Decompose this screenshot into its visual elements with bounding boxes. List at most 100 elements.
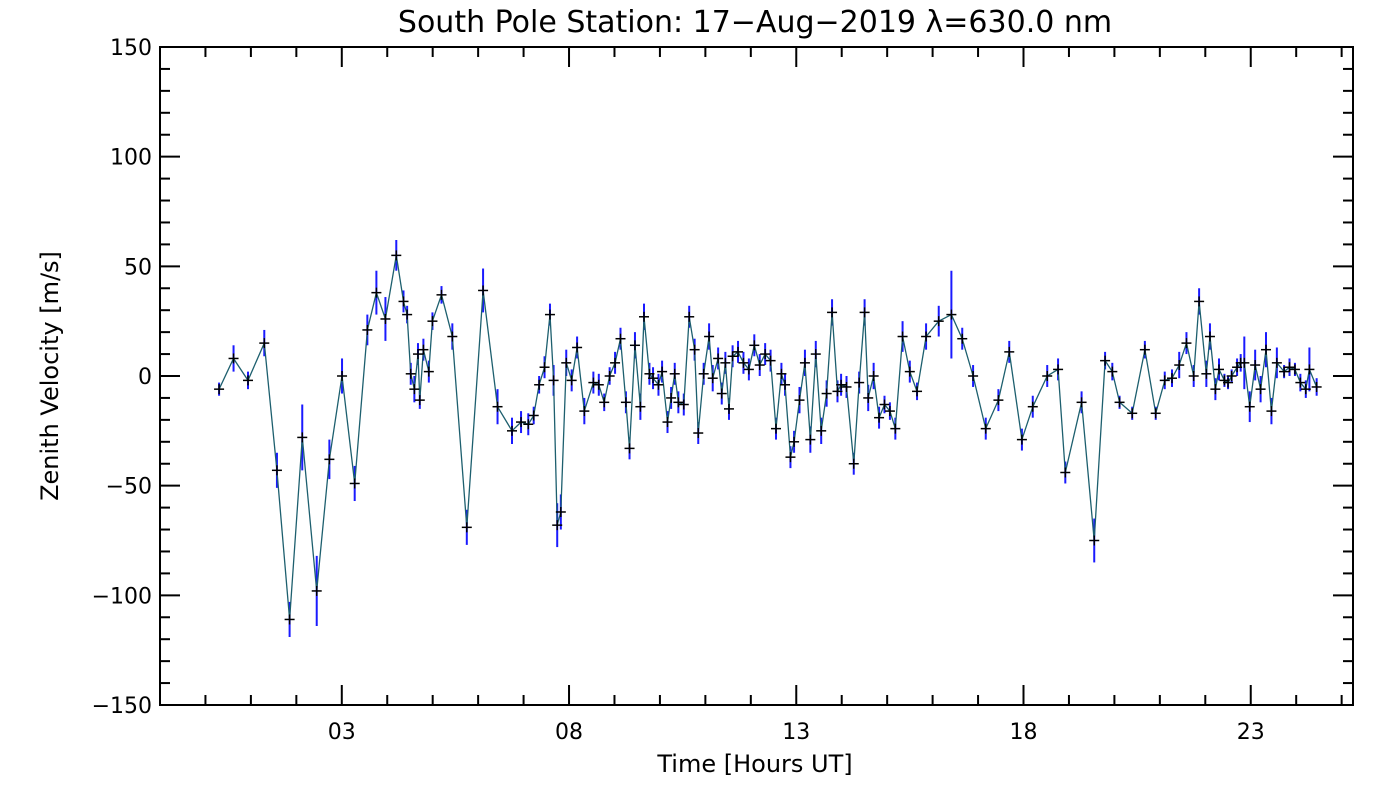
data-point [868, 371, 879, 381]
data-point [1114, 397, 1125, 408]
data-point [1060, 467, 1071, 478]
y-tick-label: −150 [92, 694, 152, 719]
chart-title: South Pole Station: 17−Aug−2019 λ=630.0 … [398, 5, 1112, 40]
data-point [402, 309, 413, 320]
data-point [1250, 360, 1261, 371]
data-point [921, 331, 932, 342]
data-point [678, 399, 689, 410]
data-point [214, 384, 225, 395]
data-point [427, 316, 438, 327]
data-point [1181, 338, 1192, 349]
y-axis-label: Zenith Velocity [m/s] [36, 251, 64, 501]
data-point [946, 309, 957, 320]
data-point [1210, 384, 1221, 395]
data-point [552, 520, 563, 531]
data-point [727, 351, 738, 362]
data-point [539, 362, 550, 373]
x-tick-label: 08 [555, 720, 583, 745]
data-point [884, 406, 895, 417]
data-point [588, 377, 599, 388]
data-point [461, 522, 472, 533]
data-point [841, 381, 852, 392]
data-point [827, 307, 838, 318]
data-point [720, 357, 731, 368]
data-point [228, 353, 239, 364]
data-point [836, 379, 847, 390]
data-point [770, 423, 781, 434]
data-point [1053, 364, 1064, 375]
x-tick-label: 03 [328, 720, 356, 745]
data-point [1295, 377, 1306, 388]
data-point [785, 452, 796, 463]
data-point [666, 392, 677, 403]
data-point [1255, 384, 1266, 395]
data-point [259, 338, 270, 349]
data-point [1042, 371, 1053, 381]
data-point [391, 250, 402, 261]
data-point [912, 386, 923, 397]
data-point [362, 324, 373, 335]
data-point [311, 585, 322, 596]
data-point [993, 395, 1004, 406]
data-point [1214, 364, 1225, 375]
error-bars [218, 240, 1318, 638]
data-point [610, 357, 621, 368]
data-point [593, 379, 604, 390]
data-point [436, 289, 447, 300]
y-tick-label: 50 [124, 255, 152, 280]
data-point [1004, 346, 1015, 357]
data-point [409, 384, 420, 395]
y-tick-label: 0 [138, 365, 152, 390]
data-point [1304, 364, 1315, 375]
data-point [776, 368, 787, 379]
data-point [968, 371, 979, 381]
data-point [657, 366, 668, 377]
data-point [890, 423, 901, 434]
data-point [1016, 434, 1027, 445]
axis-ticks [159, 46, 1353, 706]
data-point [1076, 397, 1087, 408]
y-tick-label: 100 [110, 146, 152, 171]
y-tick-label: −100 [92, 584, 152, 609]
data-point [933, 316, 944, 327]
data-point [349, 478, 360, 489]
data-point [760, 349, 771, 360]
data-point [863, 392, 874, 403]
data-point [548, 375, 559, 386]
data-point [1174, 360, 1185, 371]
data-point [534, 379, 545, 390]
data-point [1188, 371, 1199, 381]
data-point [874, 412, 885, 423]
data-point [423, 366, 434, 377]
data-point [1027, 401, 1038, 412]
data-point [904, 366, 915, 377]
x-tick-label: 23 [1237, 720, 1265, 745]
data-point [572, 342, 583, 353]
data-point [859, 307, 870, 318]
data-point [1300, 384, 1311, 395]
data-point [271, 465, 282, 476]
data-point [516, 417, 527, 428]
data-point [1166, 373, 1177, 384]
x-tick-labels: 03 08 13 18 23 [328, 720, 1265, 745]
data-point [821, 388, 832, 399]
data-point [765, 355, 776, 366]
data-point [1107, 366, 1118, 377]
data-point [648, 373, 659, 384]
data-point [684, 311, 695, 322]
data-point [544, 309, 555, 320]
data-point [854, 377, 865, 388]
data-point [794, 395, 805, 406]
data-point [447, 331, 458, 342]
data-point [337, 371, 348, 381]
data-point [689, 344, 700, 355]
data-point [789, 436, 800, 447]
data-point [816, 425, 827, 436]
data-point [1194, 296, 1205, 307]
data-point [579, 406, 590, 417]
data-point [743, 364, 754, 375]
data-point [1204, 331, 1215, 342]
y-tick-labels: −150 −100 −50 0 50 100 150 [92, 36, 152, 719]
data-point [1150, 408, 1161, 419]
